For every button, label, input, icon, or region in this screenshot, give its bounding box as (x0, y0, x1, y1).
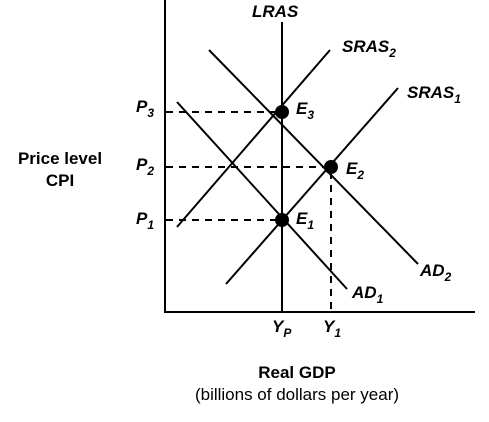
x-axis-title: Real GDP (258, 363, 335, 382)
yp-label: YP (272, 317, 292, 340)
x-axis-subtitle: (billions of dollars per year) (195, 385, 399, 404)
e2-label: E2 (346, 159, 364, 182)
equilibrium-point-e2 (324, 160, 338, 174)
sras2-label: SRAS2 (342, 37, 396, 60)
y1-label: Y1 (323, 317, 341, 340)
p1-label: P1 (136, 209, 154, 232)
e1-label: E1 (296, 209, 314, 232)
equilibrium-point-e1 (275, 213, 289, 227)
ad2-label: AD2 (419, 261, 452, 284)
sras1-curve (225, 87, 399, 285)
y-axis-title: Price level (18, 149, 102, 168)
y-axis-subtitle: CPI (46, 171, 74, 190)
equilibrium-point-e3 (275, 105, 289, 119)
ad1-label: AD1 (351, 283, 384, 306)
ad2-curve (208, 49, 419, 265)
ad1-curve (176, 101, 348, 290)
lras-label: LRAS (252, 2, 299, 21)
p3-label: P3 (136, 97, 154, 120)
sras1-label: SRAS1 (407, 83, 461, 106)
p2-label: P2 (136, 155, 154, 178)
e3-label: E3 (296, 99, 314, 122)
sras2-curve (176, 49, 331, 228)
